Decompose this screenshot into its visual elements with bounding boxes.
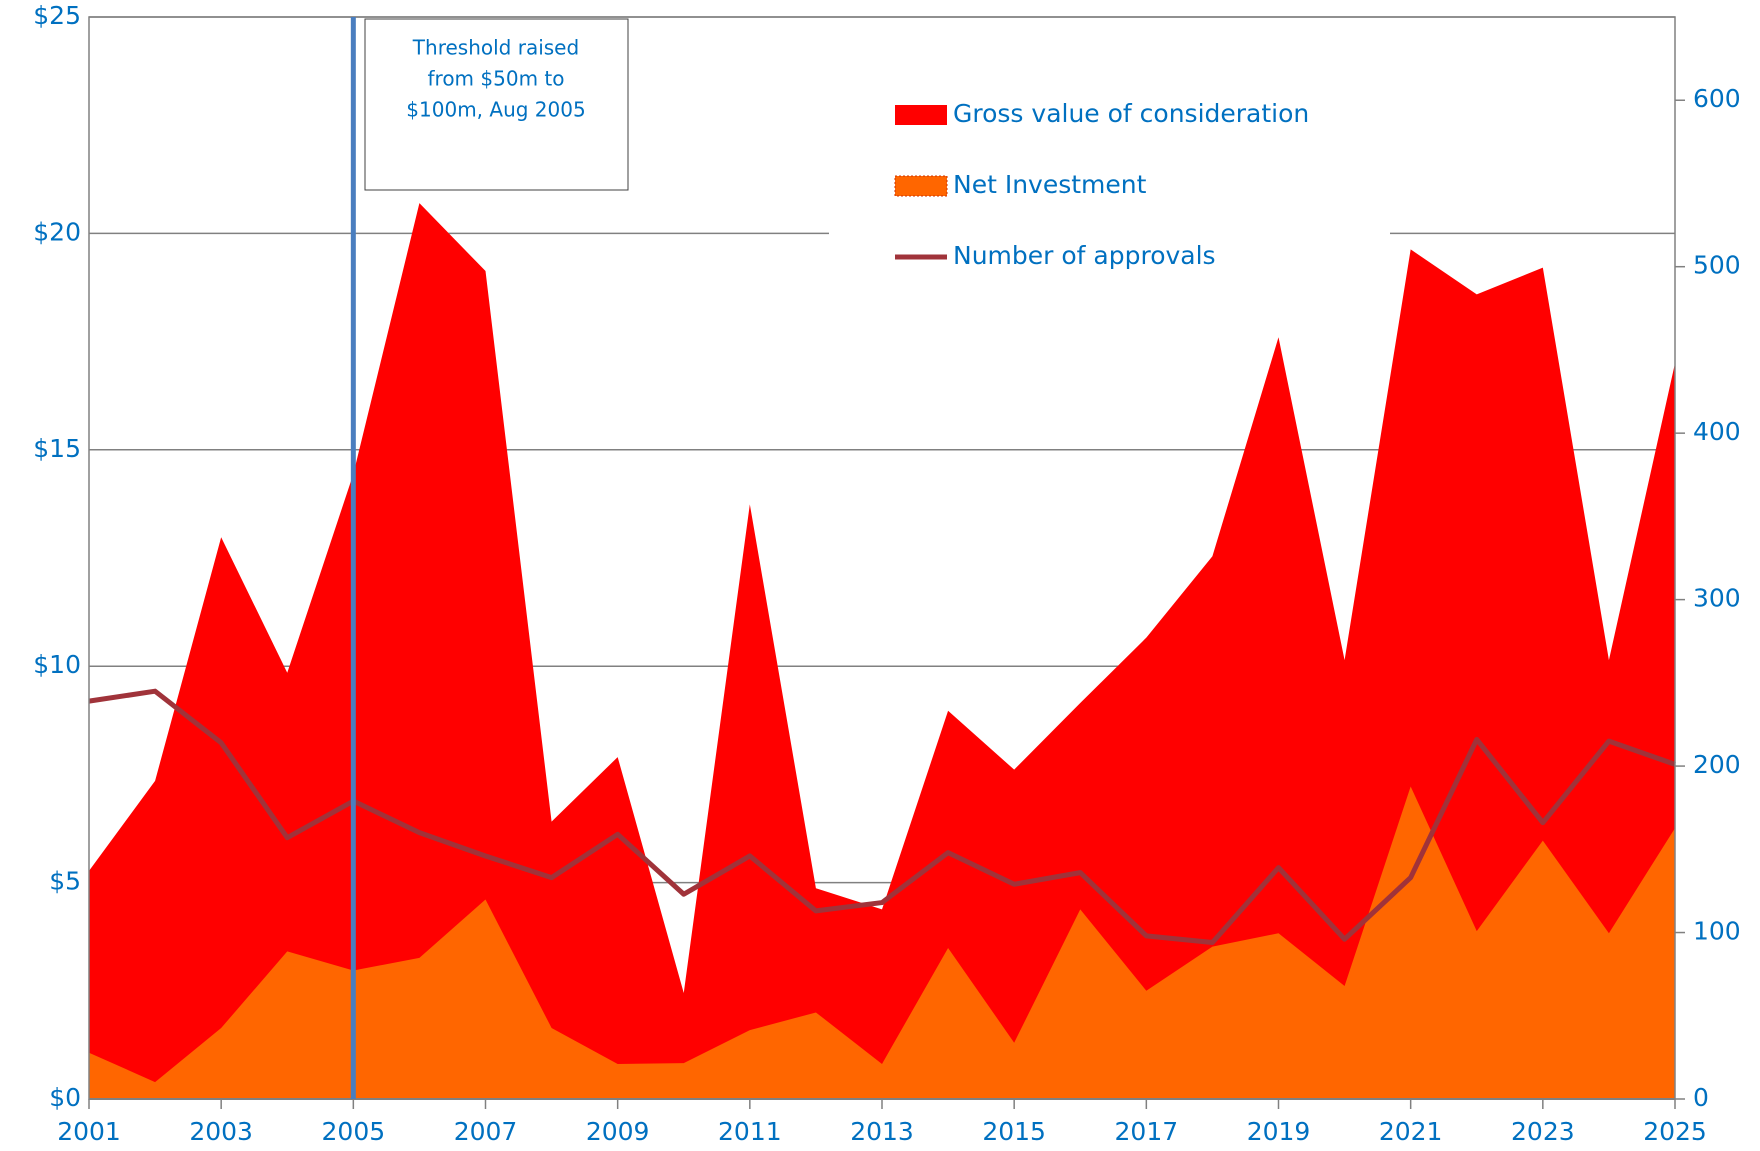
y-tick-label: $15 xyxy=(33,434,81,463)
annotation-text: $100m, Aug 2005 xyxy=(406,98,585,122)
y2-tick-label: 400 xyxy=(1693,417,1741,446)
area xyxy=(89,203,1675,1099)
x-tick-label: 2023 xyxy=(1511,1117,1575,1146)
legend-swatch xyxy=(894,175,948,197)
x-tick-label: 2007 xyxy=(454,1117,518,1146)
y2-tick-label: 300 xyxy=(1693,584,1741,613)
y-tick-label: $25 xyxy=(33,1,81,30)
x-tick-label: 2013 xyxy=(850,1117,914,1146)
y-tick-label: $10 xyxy=(33,650,81,679)
legend-box xyxy=(829,68,1390,282)
legend-label: Number of approvals xyxy=(953,241,1216,270)
y2-tick-label: 500 xyxy=(1693,251,1741,280)
y2-tick-label: 600 xyxy=(1693,84,1741,113)
x-tick-label: 2017 xyxy=(1115,1117,1179,1146)
y-tick-label: $0 xyxy=(49,1083,81,1112)
x-tick-label: 2011 xyxy=(718,1117,782,1146)
y2-tick-label: 0 xyxy=(1693,1083,1709,1112)
legend-label: Net Investment xyxy=(953,170,1147,199)
annotation-text: from $50m to xyxy=(428,67,565,91)
legend-label: Gross value of consideration xyxy=(953,99,1309,128)
x-tick-label: 2009 xyxy=(586,1117,650,1146)
x-tick-label: 2019 xyxy=(1247,1117,1311,1146)
x-tick-label: 2005 xyxy=(322,1117,386,1146)
x-tick-label: 2025 xyxy=(1643,1117,1707,1146)
y-tick-label: $20 xyxy=(33,217,81,246)
x-tick-label: 2021 xyxy=(1379,1117,1443,1146)
legend-swatch xyxy=(895,105,947,125)
y-tick-label: $5 xyxy=(49,867,81,896)
x-tick-label: 2015 xyxy=(982,1117,1046,1146)
x-tick-label: 2001 xyxy=(57,1117,121,1146)
x-tick-label: 2003 xyxy=(189,1117,253,1146)
y2-tick-label: 200 xyxy=(1693,750,1741,779)
area xyxy=(89,786,1675,1099)
annotation-text: Threshold raised xyxy=(412,36,579,60)
annotation-box xyxy=(364,18,629,191)
y2-tick-label: 100 xyxy=(1693,917,1741,946)
